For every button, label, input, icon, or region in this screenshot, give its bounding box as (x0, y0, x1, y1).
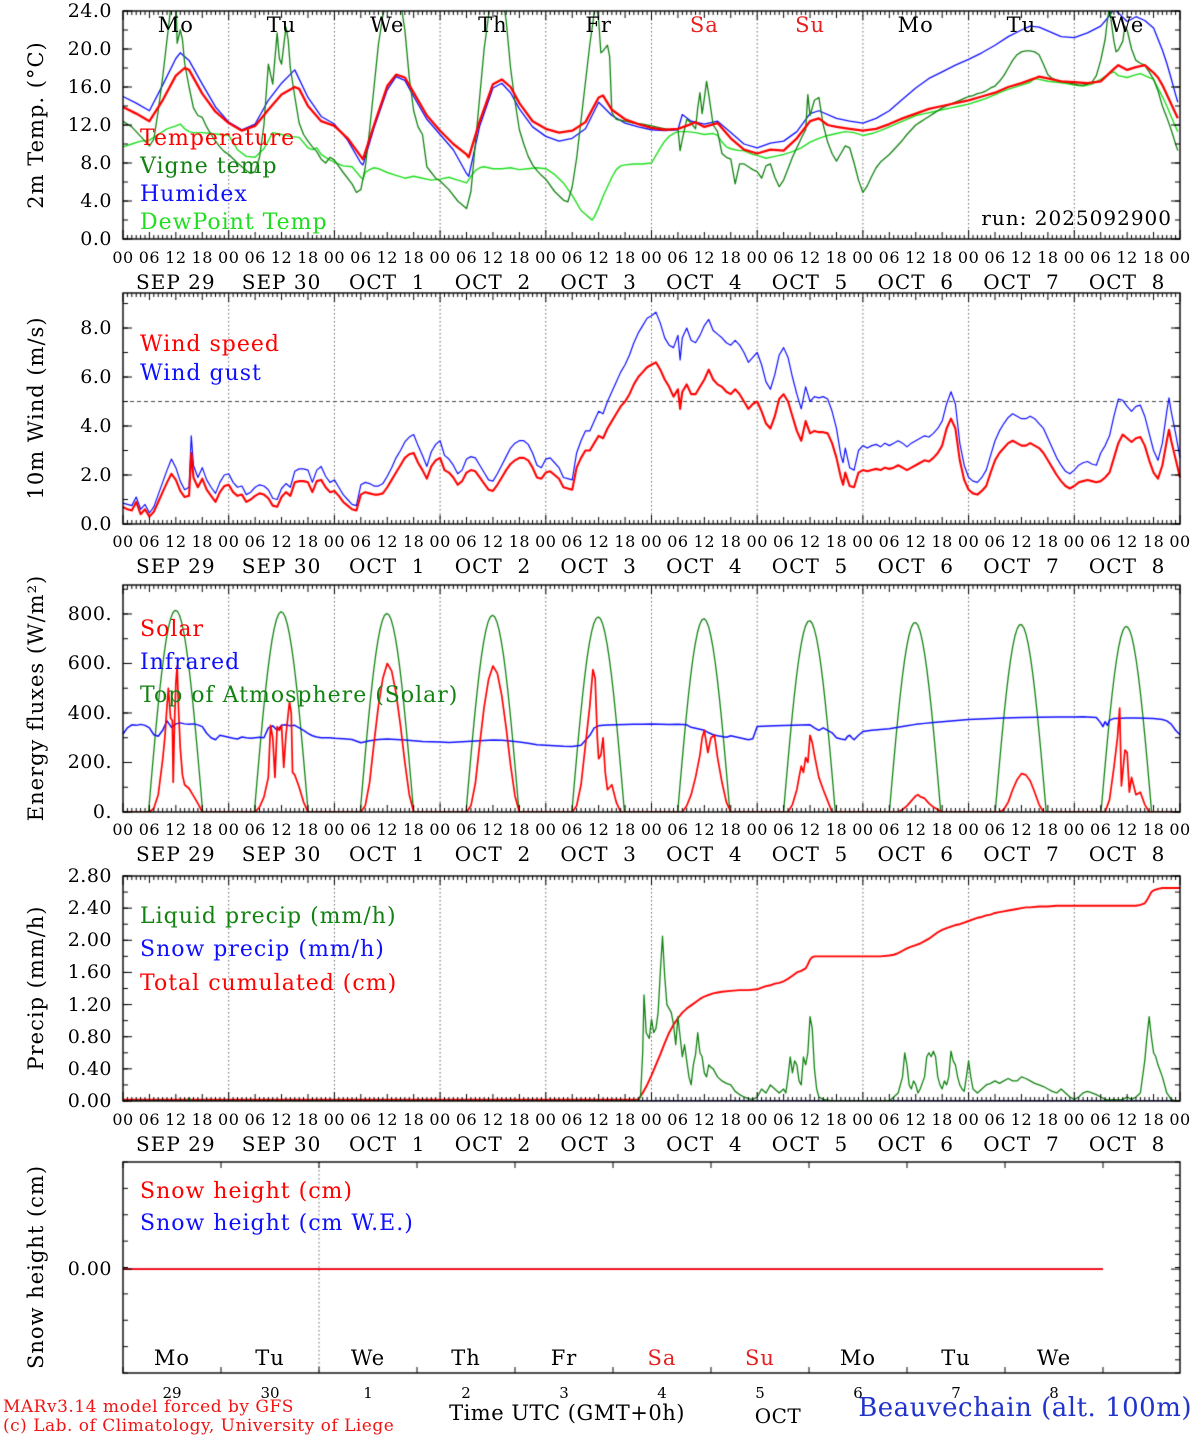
meteogram-canvas (0, 0, 1194, 1440)
meteogram-page: { "meta": { "run_label": "run: 202509290… (0, 0, 1194, 1440)
